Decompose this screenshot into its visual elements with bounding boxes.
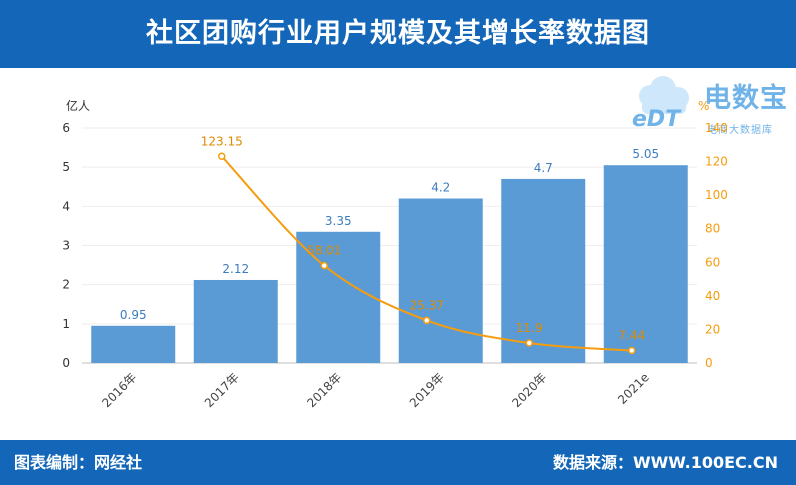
bar — [501, 178, 586, 363]
grid-lines — [82, 127, 697, 364]
page-title: 社区团购行业用户规模及其增长率数据图 — [146, 18, 650, 49]
bar-value-label: 4.2 — [431, 181, 450, 195]
footer-banner: 图表编制：网经社 数据来源：WWW.100EC.CN — [0, 440, 796, 485]
logo-subtitle: 电商大数据库 — [707, 125, 773, 136]
bar — [398, 198, 483, 363]
growth-point — [218, 152, 226, 161]
x-tick-label: 2016年 — [99, 370, 139, 410]
growth-value-label: 25.37 — [410, 298, 444, 312]
right-tick-label: 80 — [705, 222, 720, 236]
right-tick-label: 120 — [705, 155, 728, 169]
left-axis-ticks: 0 1 2 3 4 5 6 — [62, 121, 70, 370]
left-tick-label: 6 — [62, 121, 70, 135]
logo-brand: 电数宝 — [704, 83, 788, 114]
right-tick-label: 0 — [705, 356, 713, 370]
right-tick-label: 140 — [705, 121, 728, 135]
bar-value-label: 4.7 — [534, 161, 553, 175]
growth-point — [423, 316, 431, 325]
right-tick-label: 60 — [705, 255, 720, 269]
left-tick-label: 2 — [62, 278, 70, 292]
right-tick-label: 20 — [705, 322, 720, 336]
footer-source: 数据来源：WWW.100EC.CN — [552, 453, 778, 472]
growth-point — [628, 346, 636, 355]
bar — [603, 165, 688, 363]
x-tick-label: 2019年 — [407, 370, 447, 410]
growth-value-label: 58.01 — [307, 244, 341, 258]
bar-value-label: 3.35 — [325, 214, 352, 228]
growth-value-label: 11.9 — [516, 321, 543, 335]
left-tick-label: 4 — [62, 199, 70, 213]
bar-value-label: 5.05 — [632, 147, 659, 161]
growth-value-label: 123.15 — [201, 134, 243, 148]
bar-value-label: 2.12 — [222, 262, 249, 276]
left-tick-label: 1 — [62, 317, 70, 331]
header-banner: 社区团购行业用户规模及其增长率数据图 — [0, 0, 796, 68]
right-tick-label: 100 — [705, 188, 728, 202]
x-tick-label: 2017年 — [202, 370, 242, 410]
chart: 0.952.123.354.24.75.05 123.1558.0125.371… — [62, 98, 728, 410]
x-axis-ticks: 2016年 2017年 2018年 2019年 2020年 2021e — [99, 370, 651, 410]
left-tick-label: 0 — [62, 356, 70, 370]
x-tick-label: 2018年 — [304, 370, 344, 410]
right-axis-ticks: 0 20 40 60 80 100 120 140 — [705, 121, 728, 370]
right-tick-label: 40 — [705, 289, 720, 303]
bar-labels: 0.95 2.12 3.35 4.2 4.7 5.05 — [120, 147, 659, 322]
bar — [193, 279, 278, 363]
left-axis-unit: 亿人 — [66, 98, 90, 113]
growth-point — [320, 261, 328, 270]
bar-value-label: 0.95 — [120, 308, 147, 322]
left-tick-label: 3 — [62, 239, 70, 253]
growth-value-label: 7.44 — [618, 329, 645, 343]
growth-points — [218, 152, 636, 355]
bar — [91, 325, 176, 363]
growth-point — [525, 339, 533, 347]
growth-labels: 123.15 58.01 25.37 11.9 7.44 — [201, 134, 645, 342]
bar-series — [91, 165, 688, 363]
x-tick-label: 2021e — [615, 370, 652, 407]
footer-credit: 图表编制：网经社 — [14, 453, 143, 472]
left-tick-label: 5 — [62, 160, 70, 174]
x-tick-label: 2020年 — [509, 370, 549, 410]
right-axis-unit: % — [698, 99, 709, 113]
